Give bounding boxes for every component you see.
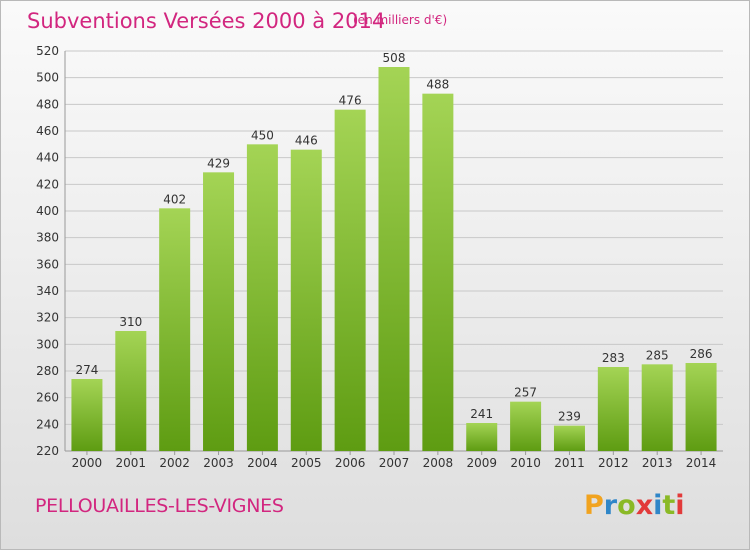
y-tick-label: 340 (36, 284, 59, 298)
y-tick-label: 480 (36, 97, 59, 111)
logo-letter: P (584, 490, 604, 521)
chart-title: Subventions Versées 2000 à 2014 (27, 9, 386, 33)
x-tick-label: 2010 (510, 456, 541, 470)
bar (290, 149, 322, 451)
x-tick-label: 2007 (379, 456, 410, 470)
x-tick-label: 2002 (159, 456, 190, 470)
y-tick-label: 400 (36, 204, 59, 218)
bar (71, 379, 103, 451)
logo-letter: i (653, 490, 663, 521)
bar (553, 425, 585, 451)
data-label: 446 (295, 134, 318, 148)
data-label: 429 (207, 156, 230, 170)
x-tick-label: 2011 (554, 456, 585, 470)
data-label: 257 (514, 386, 537, 400)
y-tick-label: 460 (36, 124, 59, 138)
y-tick-label: 260 (36, 391, 59, 405)
x-tick-label: 2008 (423, 456, 454, 470)
x-tick-label: 2001 (116, 456, 147, 470)
y-tick-label: 380 (36, 231, 59, 245)
x-tick-label: 2000 (72, 456, 103, 470)
chart-unit: (en milliers d'€) (353, 13, 448, 27)
bar (685, 363, 717, 451)
y-tick-label: 360 (36, 257, 59, 271)
y-tick-label: 420 (36, 177, 59, 191)
data-label: 239 (558, 410, 581, 424)
y-tick-label: 320 (36, 311, 59, 325)
bar (510, 401, 542, 451)
x-tick-labels: 2000 2001 2002 2003 2004 2005 2006 2007 2008 2009… (72, 456, 717, 470)
data-label: 310 (119, 315, 142, 329)
logo-letter: i (675, 490, 685, 521)
data-label: 476 (339, 94, 362, 108)
y-tick-label: 500 (36, 71, 59, 85)
bar (246, 144, 278, 452)
bar (466, 423, 498, 451)
bar (422, 93, 454, 452)
y-tick-label: 300 (36, 337, 59, 351)
bar (115, 331, 147, 451)
commune-name: PELLOUAILLES-LES-VIGNES (35, 495, 284, 517)
bar (159, 208, 191, 451)
x-tick-label: 2003 (203, 456, 234, 470)
bar (378, 67, 410, 451)
x-tick-label: 2012 (598, 456, 629, 470)
bar (203, 172, 235, 452)
x-tick-label: 2006 (335, 456, 366, 470)
y-tick-labels: 220 240 260 280 300 320 340 360 380 400 420 440 460 4… (36, 44, 59, 458)
x-tick-label: 2005 (291, 456, 322, 470)
data-label: 241 (470, 407, 493, 421)
bar (641, 364, 673, 451)
y-tick-label: 240 (36, 417, 59, 431)
y-tick-label: 220 (36, 444, 59, 458)
data-label: 450 (251, 128, 274, 142)
x-tick-label: 2013 (642, 456, 673, 470)
bar (597, 367, 629, 451)
y-tick-label: 440 (36, 151, 59, 165)
y-tick-label: 520 (36, 44, 59, 58)
data-label: 402 (163, 192, 186, 206)
x-tick-label: 2009 (466, 456, 497, 470)
data-labels: 274 310 402 429 450 446 476 508 488 241 257 239 283 2… (75, 51, 712, 424)
logo-letter: r (603, 490, 618, 521)
bar (334, 109, 366, 452)
x-tick-label: 2014 (686, 456, 717, 470)
x-tick-label: 2004 (247, 456, 278, 470)
data-label: 283 (602, 351, 625, 365)
data-label: 285 (646, 348, 669, 362)
logo-letter: t (662, 490, 676, 521)
data-label: 286 (690, 347, 713, 361)
logo-letter: o (617, 490, 636, 521)
bars (71, 67, 717, 452)
logo-letter: x (635, 490, 654, 521)
data-label: 488 (426, 78, 449, 92)
y-tick-label: 280 (36, 364, 59, 378)
data-label: 274 (75, 363, 98, 377)
proxiti-logo: Proxiti (584, 490, 685, 521)
data-label: 508 (383, 51, 406, 65)
